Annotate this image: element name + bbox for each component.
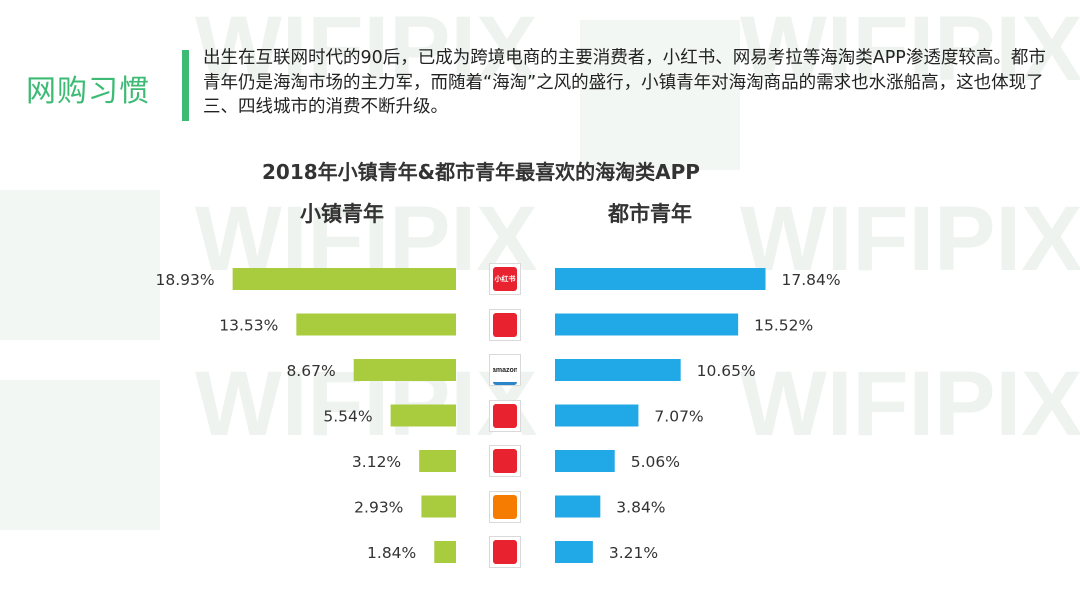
data-label-right-3: 7.07% [654, 408, 703, 426]
jumei-app-icon [489, 445, 521, 477]
bar-left-2 [353, 359, 456, 381]
right-series-label: 都市青年 [608, 202, 692, 226]
data-label-right-2: 10.65% [697, 362, 756, 380]
data-label-left-0: 18.93% [156, 271, 215, 289]
watermark-text: WIFIPIX [740, 188, 1080, 290]
bar-right-2 [555, 359, 681, 381]
watermark-block [580, 20, 740, 170]
accent-bar [182, 50, 189, 121]
kaola-app-icon [489, 308, 521, 341]
chart-title: 2018年小镇青年&都市青年最喜欢的海淘类APP [262, 160, 700, 184]
yangmatou-app-icon-glyph [493, 403, 517, 428]
tmall-global-app-icon [489, 490, 521, 523]
bar-right-5 [555, 495, 601, 518]
yangmatou-app-icon [489, 399, 521, 432]
data-label-right-1: 15.52% [754, 317, 813, 335]
data-label-left-2: 8.67% [286, 362, 335, 380]
intro-paragraph: 出生在互联网时代的90后，已成为跨境电商的主要消费者，小红书、网易考拉等海淘类A… [203, 48, 1046, 117]
tmall-global-app-icon-glyph [493, 494, 517, 519]
xiaohongshu-app-icon-glyph: 小红书 [493, 267, 517, 291]
watermark-block [0, 380, 160, 530]
data-label-left-5: 2.93% [354, 499, 403, 517]
bar-left-3 [390, 404, 456, 427]
amazon-app-icon: amazon [489, 354, 521, 386]
bar-right-3 [555, 404, 639, 427]
data-label-right-5: 3.84% [616, 499, 665, 517]
kaola-app-icon-glyph [493, 312, 517, 337]
bar-right-0 [555, 268, 766, 290]
watermark-text: WIFIPIX [740, 0, 1080, 100]
amazon-app-icon-glyph: amazon [493, 358, 517, 385]
bar-left-5 [421, 495, 456, 518]
bar-right-1 [555, 313, 739, 336]
watermark-text: WIFIPIX [740, 353, 1080, 455]
data-label-left-6: 1.84% [367, 544, 416, 562]
bar-left-1 [296, 313, 456, 336]
data-label-left-1: 13.53% [219, 317, 278, 335]
jd-global-app-icon-glyph [493, 540, 517, 564]
bar-right-4 [555, 450, 615, 472]
section-label: 网购习惯 [26, 74, 150, 109]
left-series-label: 小镇青年 [300, 202, 384, 226]
xiaohongshu-app-icon: 小红书 [489, 263, 521, 295]
bar-right-6 [555, 541, 593, 563]
data-label-right-6: 3.21% [609, 544, 658, 562]
jumei-app-icon-glyph [493, 449, 517, 473]
data-label-right-4: 5.06% [631, 453, 680, 471]
watermark-text: WIFIPIX [195, 0, 537, 100]
bar-left-6 [434, 541, 456, 563]
data-label-right-0: 17.84% [782, 271, 841, 289]
bar-left-0 [232, 268, 456, 290]
jd-global-app-icon [489, 536, 521, 568]
data-label-left-4: 3.12% [352, 453, 401, 471]
watermark-block [0, 190, 160, 340]
bar-left-4 [419, 450, 456, 472]
data-label-left-3: 5.54% [323, 408, 372, 426]
